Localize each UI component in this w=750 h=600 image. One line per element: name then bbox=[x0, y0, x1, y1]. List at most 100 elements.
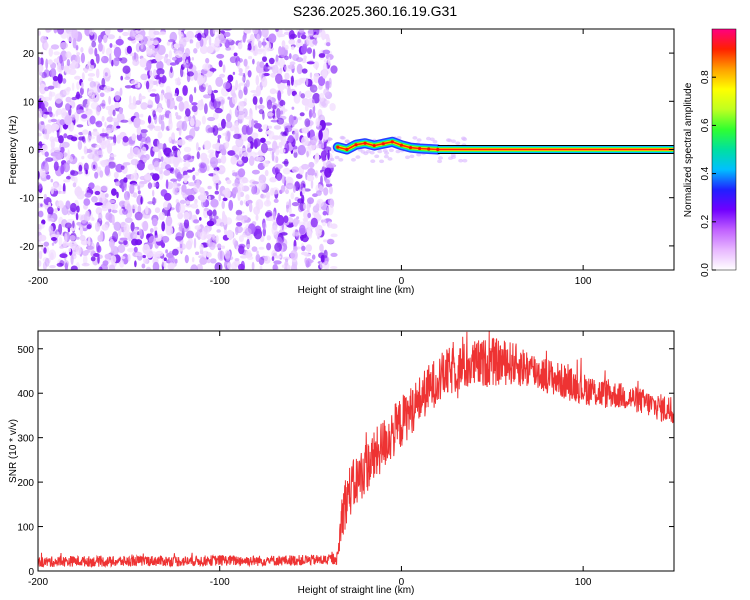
noise-speckle bbox=[122, 208, 128, 215]
noise-speckle bbox=[179, 243, 183, 249]
noise-speckle bbox=[260, 142, 268, 154]
noise-speckle bbox=[113, 46, 122, 58]
noise-speckle bbox=[158, 79, 161, 85]
colorbar-tick-label: 0.6 bbox=[700, 118, 711, 132]
noise-speckle bbox=[226, 179, 232, 185]
noise-speckle bbox=[259, 265, 263, 270]
x-tick-label: 100 bbox=[575, 577, 592, 588]
noise-speckle bbox=[201, 115, 206, 125]
noise-speckle bbox=[253, 123, 262, 129]
noise-speckle bbox=[272, 109, 276, 119]
noise-speckle bbox=[68, 248, 72, 253]
noise-speckle bbox=[293, 149, 297, 153]
noise-speckle bbox=[156, 167, 162, 172]
noise-speckle bbox=[60, 191, 67, 195]
noise-speckle bbox=[282, 161, 289, 165]
noise-speckle bbox=[307, 168, 316, 177]
noise-speckle bbox=[203, 207, 210, 212]
noise-speckle bbox=[101, 224, 109, 231]
noise-speckle bbox=[199, 45, 208, 55]
noise-speckle bbox=[152, 189, 155, 197]
noise-speckle bbox=[330, 157, 335, 162]
noise-speckle bbox=[193, 70, 199, 81]
noise-speckle bbox=[220, 37, 227, 44]
noise-speckle bbox=[112, 109, 116, 117]
noise-speckle bbox=[127, 253, 131, 262]
noise-speckle bbox=[59, 119, 66, 126]
noise-speckle bbox=[186, 230, 194, 239]
noise-speckle bbox=[285, 189, 289, 195]
noise-speckle bbox=[203, 140, 212, 150]
noise-speckle bbox=[323, 141, 327, 149]
noise-speckle bbox=[142, 243, 150, 255]
noise-speckle bbox=[237, 190, 241, 201]
noise-speckle bbox=[260, 137, 266, 143]
noise-speckle bbox=[130, 221, 135, 232]
noise-speckle bbox=[122, 229, 130, 237]
noise-speckle bbox=[64, 115, 73, 126]
noise-speckle bbox=[191, 105, 198, 113]
noise-speckle bbox=[262, 56, 267, 62]
noise-speckle bbox=[290, 75, 294, 86]
noise-speckle bbox=[292, 229, 301, 236]
noise-speckle bbox=[108, 95, 111, 105]
noise-speckle bbox=[95, 144, 101, 148]
noise-speckle bbox=[51, 237, 57, 241]
noise-speckle bbox=[263, 46, 267, 57]
noise-speckle bbox=[101, 142, 107, 150]
noise-speckle bbox=[189, 39, 194, 44]
noise-speckle bbox=[259, 61, 265, 68]
noise-speckle bbox=[99, 160, 107, 166]
noise-speckle bbox=[304, 257, 308, 265]
noise-speckle bbox=[186, 169, 193, 173]
noise-speckle bbox=[171, 145, 178, 151]
noise-speckle bbox=[146, 233, 151, 238]
noise-speckle bbox=[237, 42, 243, 50]
noise-speckle bbox=[57, 84, 61, 89]
noise-speckle bbox=[329, 103, 336, 111]
noise-speckle bbox=[330, 252, 338, 257]
noise-speckle bbox=[238, 245, 245, 255]
noise-speckle bbox=[50, 186, 54, 195]
noise-speckle bbox=[322, 68, 328, 79]
noise-speckle bbox=[300, 34, 307, 40]
noise-speckle bbox=[199, 257, 208, 265]
y-tick-label: 10 bbox=[23, 97, 35, 108]
noise-speckle bbox=[146, 266, 151, 270]
noise-speckle bbox=[220, 154, 227, 164]
noise-speckle bbox=[264, 130, 271, 135]
noise-speckle bbox=[191, 155, 195, 159]
noise-speckle bbox=[44, 162, 49, 173]
noise-speckle bbox=[186, 71, 194, 77]
noise-speckle bbox=[193, 86, 197, 94]
noise-speckle bbox=[409, 154, 415, 159]
noise-speckle bbox=[325, 179, 330, 185]
noise-speckle bbox=[40, 203, 43, 207]
noise-speckle bbox=[197, 32, 202, 41]
noise-speckle bbox=[141, 263, 146, 269]
noise-speckle bbox=[262, 222, 267, 230]
noise-speckle bbox=[169, 151, 175, 157]
noise-speckle bbox=[275, 54, 279, 64]
noise-speckle bbox=[63, 179, 71, 183]
noise-speckle bbox=[242, 151, 248, 157]
noise-speckle bbox=[325, 100, 330, 104]
noise-speckle bbox=[199, 217, 202, 221]
noise-speckle bbox=[259, 96, 263, 105]
noise-speckle bbox=[275, 29, 279, 32]
noise-speckle bbox=[177, 149, 181, 158]
noise-speckle bbox=[243, 178, 249, 184]
noise-speckle bbox=[161, 221, 166, 232]
noise-speckle bbox=[75, 236, 80, 240]
noise-speckle bbox=[191, 127, 195, 136]
noise-speckle bbox=[153, 125, 162, 132]
noise-speckle bbox=[75, 44, 79, 51]
noise-speckle bbox=[379, 159, 385, 164]
noise-speckle bbox=[174, 258, 178, 264]
noise-speckle bbox=[40, 168, 46, 179]
noise-speckle bbox=[237, 159, 243, 165]
noise-speckle bbox=[248, 55, 253, 60]
noise-speckle bbox=[41, 96, 45, 101]
noise-speckle bbox=[224, 31, 231, 38]
noise-speckle bbox=[91, 130, 100, 137]
